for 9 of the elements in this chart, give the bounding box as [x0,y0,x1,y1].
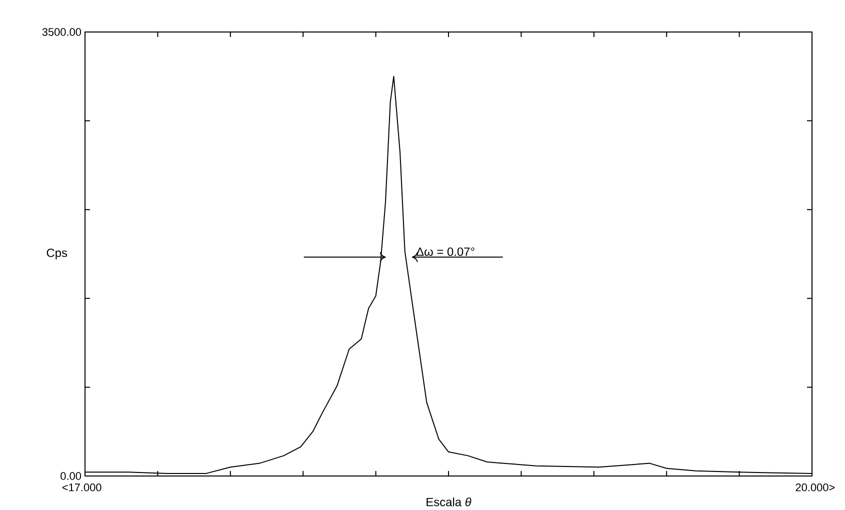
y-tick-label: 0.00 [60,472,82,480]
text: > [829,484,835,491]
x-tick-label: 17.000 [69,484,102,492]
x-axis-title: Escala θ [426,498,472,506]
y-axis-title: Cps [46,248,68,260]
text: < [62,484,68,491]
annotation: Δω = 0.07° [416,248,474,256]
y-tick-label: 3500.00 [42,28,82,36]
x-tick-label: 20.000 [796,484,828,492]
